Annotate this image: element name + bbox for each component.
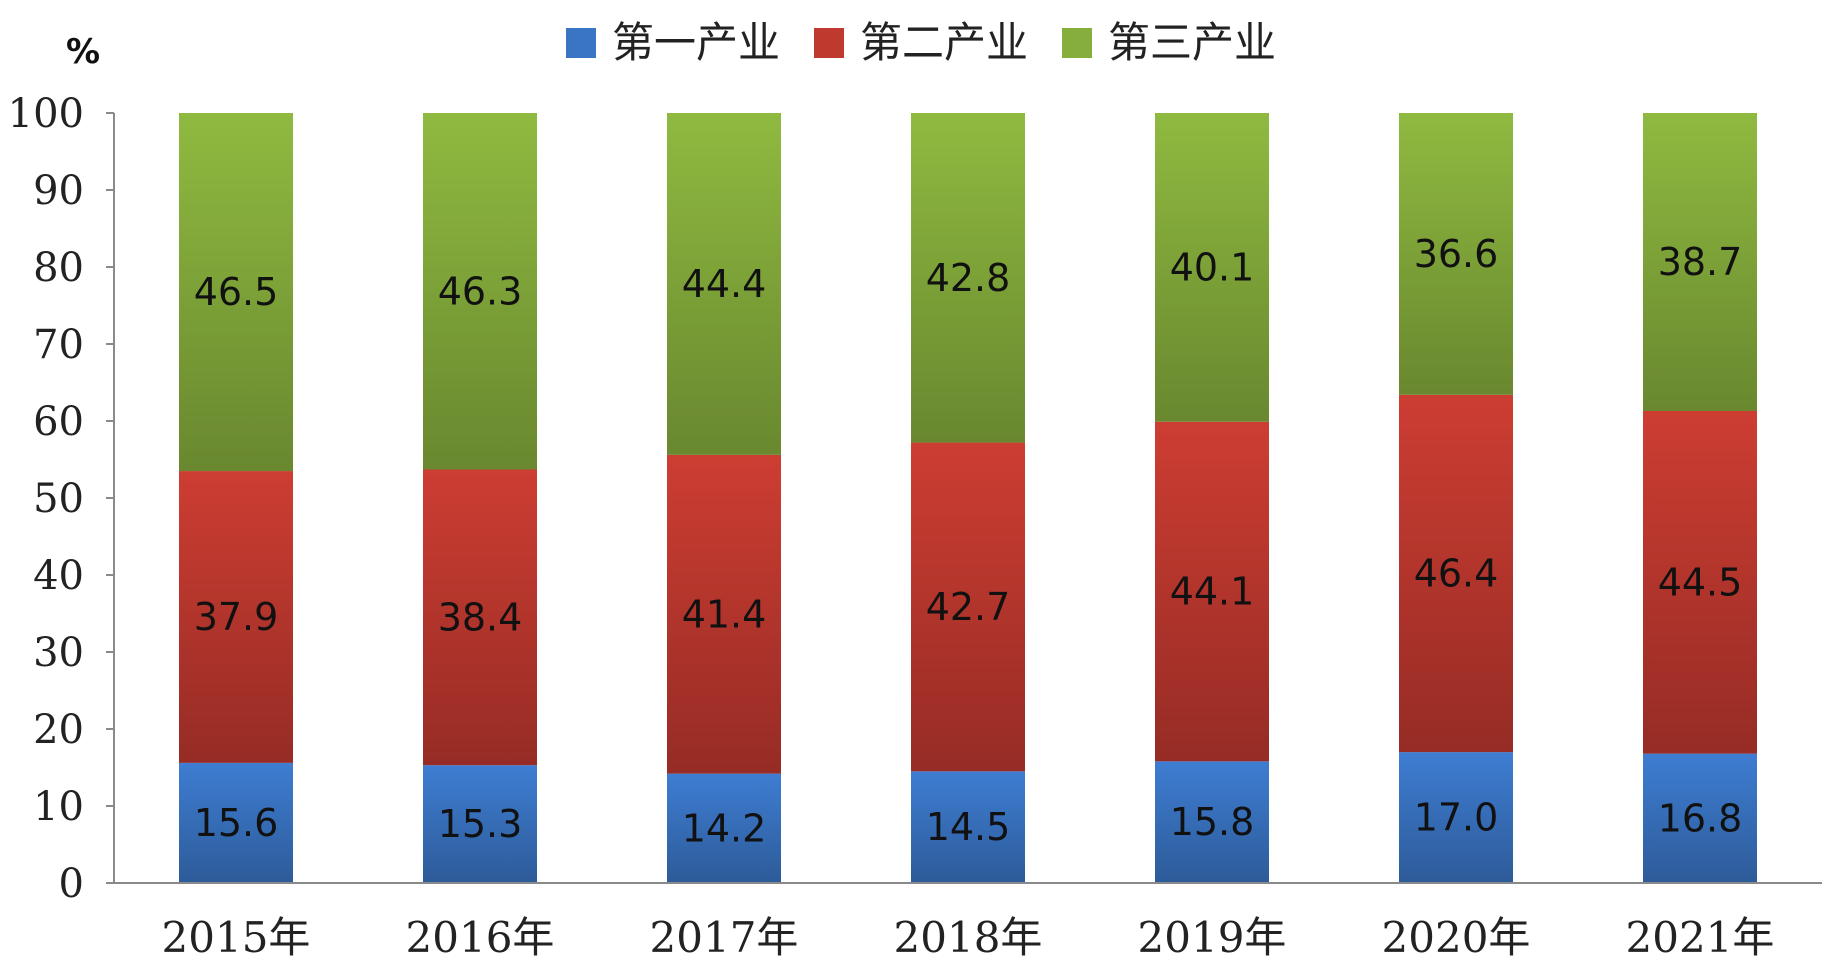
legend-label-第二产业: 第二产业	[860, 18, 1028, 67]
legend-swatch-第一产业	[566, 28, 596, 58]
data-label-第一产业-2019年: 15.8	[1170, 800, 1255, 844]
bar-第一产业-2016年	[423, 765, 537, 883]
data-label-第一产业-2017年: 14.2	[682, 806, 767, 850]
bar-stack-2016年: 15.3 38.4 46.3	[423, 113, 537, 883]
data-label-第三产业-2015年: 46.5	[194, 270, 279, 314]
bar-第三产业-2019年	[1155, 113, 1269, 422]
x-tick-label-2017年: 2017年	[650, 913, 799, 962]
x-tick-label-2016年: 2016年	[406, 913, 555, 962]
bar-第三产业-2016年	[423, 113, 537, 470]
legend-swatch-第二产业	[814, 28, 844, 58]
legend-label-第三产业: 第三产业	[1108, 18, 1276, 67]
data-label-第一产业-2016年: 15.3	[438, 802, 523, 846]
data-label-第二产业-2021年: 44.5	[1658, 560, 1743, 604]
legend-swatch-第三产业	[1062, 28, 1092, 58]
y-unit-label: %	[66, 32, 100, 72]
data-label-第二产业-2017年: 41.4	[682, 592, 767, 636]
data-label-第一产业-2018年: 14.5	[926, 805, 1011, 849]
bar-stack-2015年: 15.6 37.9 46.5	[179, 113, 293, 883]
y-tick-label-20: 20	[33, 707, 84, 753]
y-tick-label-90: 90	[33, 168, 84, 214]
data-label-第三产业-2018年: 42.8	[926, 256, 1011, 300]
data-label-第三产业-2021年: 38.7	[1658, 240, 1743, 284]
bars: 15.6 37.9 46.5 15.3 38.4 46.3 14.2 41.4 44.4 14.5…	[179, 113, 1757, 883]
x-axis: 2015年 2016年 2017年 2018年 2019年 2020年 2021年	[114, 882, 1822, 962]
bar-第一产业-2021年	[1643, 753, 1757, 883]
data-label-第二产业-2015年: 37.9	[194, 595, 279, 639]
bar-第二产业-2017年	[667, 454, 781, 774]
bar-第二产业-2019年	[1155, 421, 1269, 762]
bar-第三产业-2017年	[667, 113, 781, 455]
bar-stack-2020年: 17.0 46.4 36.6	[1399, 113, 1513, 883]
y-tick-label-60: 60	[33, 399, 84, 445]
bar-stack-2018年: 14.5 42.7 42.8	[911, 113, 1025, 883]
data-label-第二产业-2018年: 42.7	[926, 585, 1011, 629]
x-tick-label-2020年: 2020年	[1382, 913, 1531, 962]
y-tick-label-50: 50	[33, 476, 84, 522]
bar-stack-2017年: 14.2 41.4 44.4	[667, 113, 781, 883]
x-tick-label-2015年: 2015年	[162, 913, 311, 962]
y-tick-label-40: 40	[33, 553, 84, 599]
data-label-第一产业-2021年: 16.8	[1658, 796, 1743, 840]
bar-第二产业-2015年	[179, 471, 293, 763]
data-label-第三产业-2019年: 40.1	[1170, 245, 1255, 289]
bar-第一产业-2017年	[667, 773, 781, 883]
bar-第二产业-2018年	[911, 442, 1025, 772]
bar-第二产业-2021年	[1643, 410, 1757, 754]
bar-stack-2021年: 16.8 44.5 38.7	[1643, 113, 1757, 883]
data-label-第一产业-2020年: 17.0	[1414, 796, 1499, 840]
y-tick-label-30: 30	[33, 630, 84, 676]
x-tick-label-2021年: 2021年	[1626, 913, 1775, 962]
y-tick-label-0: 0	[59, 861, 84, 907]
bar-stack-2019年: 15.8 44.1 40.1	[1155, 113, 1269, 883]
data-label-第二产业-2016年: 38.4	[438, 595, 523, 639]
x-tick-label-2018年: 2018年	[894, 913, 1043, 962]
bar-第三产业-2015年	[179, 113, 293, 472]
legend-label-第一产业: 第一产业	[612, 18, 780, 67]
bar-第一产业-2019年	[1155, 761, 1269, 883]
data-label-第三产业-2016年: 46.3	[438, 269, 523, 313]
data-label-第一产业-2015年: 15.6	[194, 801, 279, 845]
data-label-第二产业-2020年: 46.4	[1414, 551, 1499, 595]
bar-第一产业-2020年	[1399, 752, 1513, 883]
legend: 第一产业 第二产业 第三产业	[566, 18, 1276, 67]
data-label-第三产业-2020年: 36.6	[1414, 232, 1499, 276]
data-label-第三产业-2017年: 44.4	[682, 262, 767, 306]
bar-第一产业-2015年	[179, 762, 293, 883]
bar-第二产业-2016年	[423, 469, 537, 766]
bar-第一产业-2018年	[911, 771, 1025, 883]
y-tick-label-80: 80	[33, 245, 84, 291]
bar-第三产业-2021年	[1643, 113, 1757, 411]
y-tick-label-10: 10	[33, 784, 84, 830]
x-tick-label-2019年: 2019年	[1138, 913, 1287, 962]
y-axis: 0 10 20 30 40 50 60 70 80 90 100	[8, 91, 115, 907]
bar-第三产业-2020年	[1399, 113, 1513, 395]
bar-第三产业-2018年	[911, 113, 1025, 443]
y-tick-label-100: 100	[8, 91, 84, 137]
y-tick-label-70: 70	[33, 322, 84, 368]
bar-第二产业-2020年	[1399, 394, 1513, 753]
data-label-第二产业-2019年: 44.1	[1170, 570, 1255, 614]
